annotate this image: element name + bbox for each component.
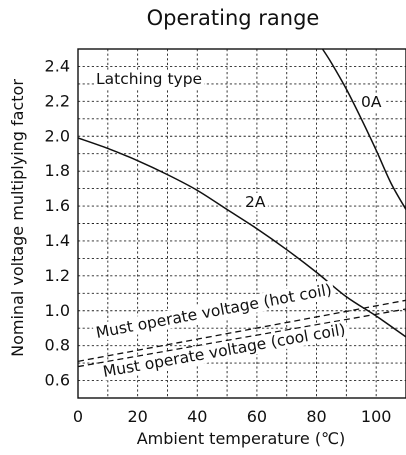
y-axis-title: Nominal voltage multiplying factor [8,79,27,357]
label-backing [94,70,205,88]
label-backing [359,93,384,111]
x-tick-labels: 0 20 40 60 80 100 [73,407,392,426]
y-tick-labels: 0.6 0.8 1.0 1.2 1.4 1.6 1.8 2.0 2.2 2.4 [45,56,70,389]
label-backing [243,193,268,211]
x-tick-label: 40 [187,407,207,426]
y-tick-label: 1.2 [45,266,70,285]
series-line-must-operate-voltage-cool-coil [78,308,406,368]
chart-title: Operating range [147,6,320,30]
y-tick-label: 0.6 [45,371,70,390]
plot-frame [77,48,406,399]
x-axis-title: Ambient temperature (℃) [137,429,346,448]
y-tick-label: 1.4 [45,231,70,250]
series-label-0a: 0A [361,93,382,111]
y-tick-label: 0.8 [45,336,70,355]
series-label-2a: 2A [245,193,266,211]
series-layer [78,49,406,368]
label-backing [92,280,336,343]
x-tick-label: 100 [361,407,392,426]
x-tick-label: 20 [127,407,147,426]
series-line-2a [78,137,406,338]
x-tick-label: 80 [306,407,326,426]
series-line-0a [321,49,406,210]
y-tick-label: 1.6 [45,196,70,215]
label-backing [99,320,349,382]
y-tick-label: 1.8 [45,161,70,180]
x-tick-label: 60 [247,407,267,426]
y-tick-label: 2.4 [45,56,70,75]
annotation-latching-type: Latching type [96,70,202,88]
series-labels: Latching type 0A 2A Must operate voltage… [92,70,384,382]
y-tick-label: 1.0 [45,301,70,320]
y-tick-label: 2.2 [45,91,70,110]
y-tick-label: 2.0 [45,126,70,145]
x-tick-label: 0 [73,407,83,426]
series-line-must-operate-voltage-hot-coil [78,299,406,362]
